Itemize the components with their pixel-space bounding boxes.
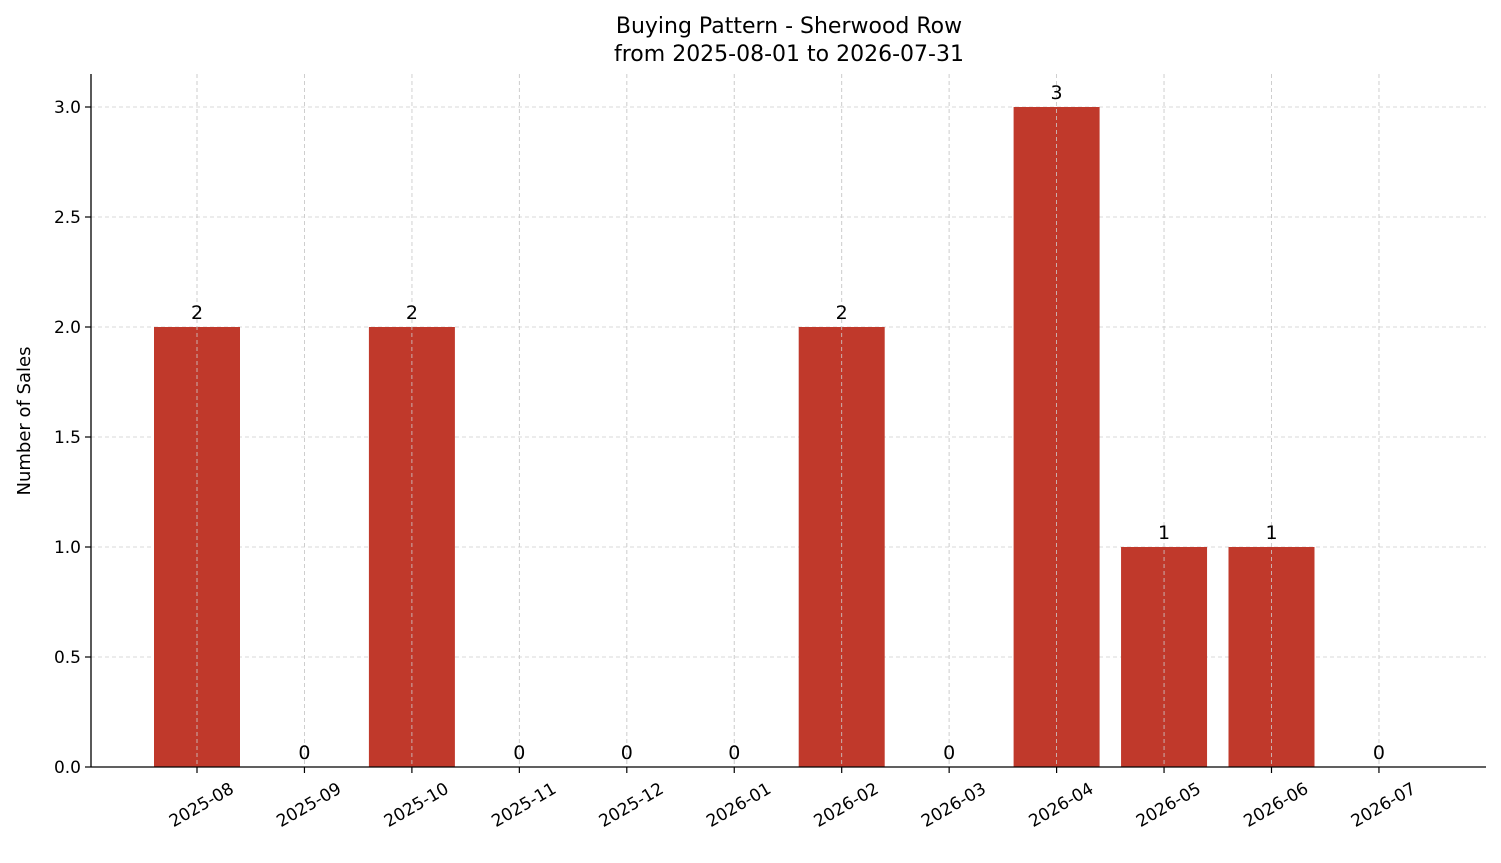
y-axis-label: Number of Sales (14, 346, 35, 495)
bar-data-label: 0 (621, 742, 633, 764)
chart-title: Buying Pattern - Sherwood Row (616, 14, 962, 39)
bar-data-label: 0 (298, 742, 310, 764)
x-tick-label: 2026-04 (1026, 779, 1098, 832)
bar-data-label: 0 (513, 742, 525, 764)
bar-data-label: 3 (1051, 82, 1063, 104)
y-tick-label: 1.0 (54, 538, 81, 558)
x-tick-label: 2025-12 (596, 779, 668, 832)
x-tick-label: 2026-06 (1240, 779, 1312, 832)
bars-layer (154, 74, 1380, 767)
x-tick-label: 2026-05 (1133, 779, 1205, 832)
y-tick-label: 0.5 (54, 648, 81, 668)
chart-subtitle: from 2025-08-01 to 2026-07-31 (614, 42, 964, 67)
y-tick-label: 2.5 (54, 208, 81, 228)
x-tick-label: 2026-02 (811, 779, 883, 832)
x-tick-label: 2026-01 (703, 779, 775, 832)
y-tick-label: 2.0 (54, 318, 81, 338)
y-tick-label: 1.5 (54, 428, 81, 448)
bar-data-label: 1 (1158, 522, 1170, 544)
x-tick-label: 2026-03 (918, 779, 990, 832)
y-tick-label: 3.0 (54, 98, 81, 118)
bar-data-label: 0 (943, 742, 955, 764)
bar (1013, 107, 1100, 767)
bar-data-label: 2 (836, 302, 848, 324)
x-tick-label: 2025-08 (166, 779, 238, 832)
y-tick-label: 0.0 (54, 758, 81, 778)
x-tick-label: 2025-11 (488, 779, 560, 832)
bar-data-label: 0 (728, 742, 740, 764)
bar-data-label: 0 (1373, 742, 1385, 764)
x-tick-label: 2025-09 (273, 779, 345, 832)
bar-data-label: 2 (406, 302, 418, 324)
bar-data-label: 1 (1265, 522, 1277, 544)
x-tick-label: 2026-07 (1348, 779, 1420, 832)
bar-data-label: 2 (191, 302, 203, 324)
data-labels-layer: 2 0 2 0 0 0 2 0 3 1 1 0 (191, 82, 1385, 764)
x-tick-label: 2025-10 (381, 779, 453, 832)
